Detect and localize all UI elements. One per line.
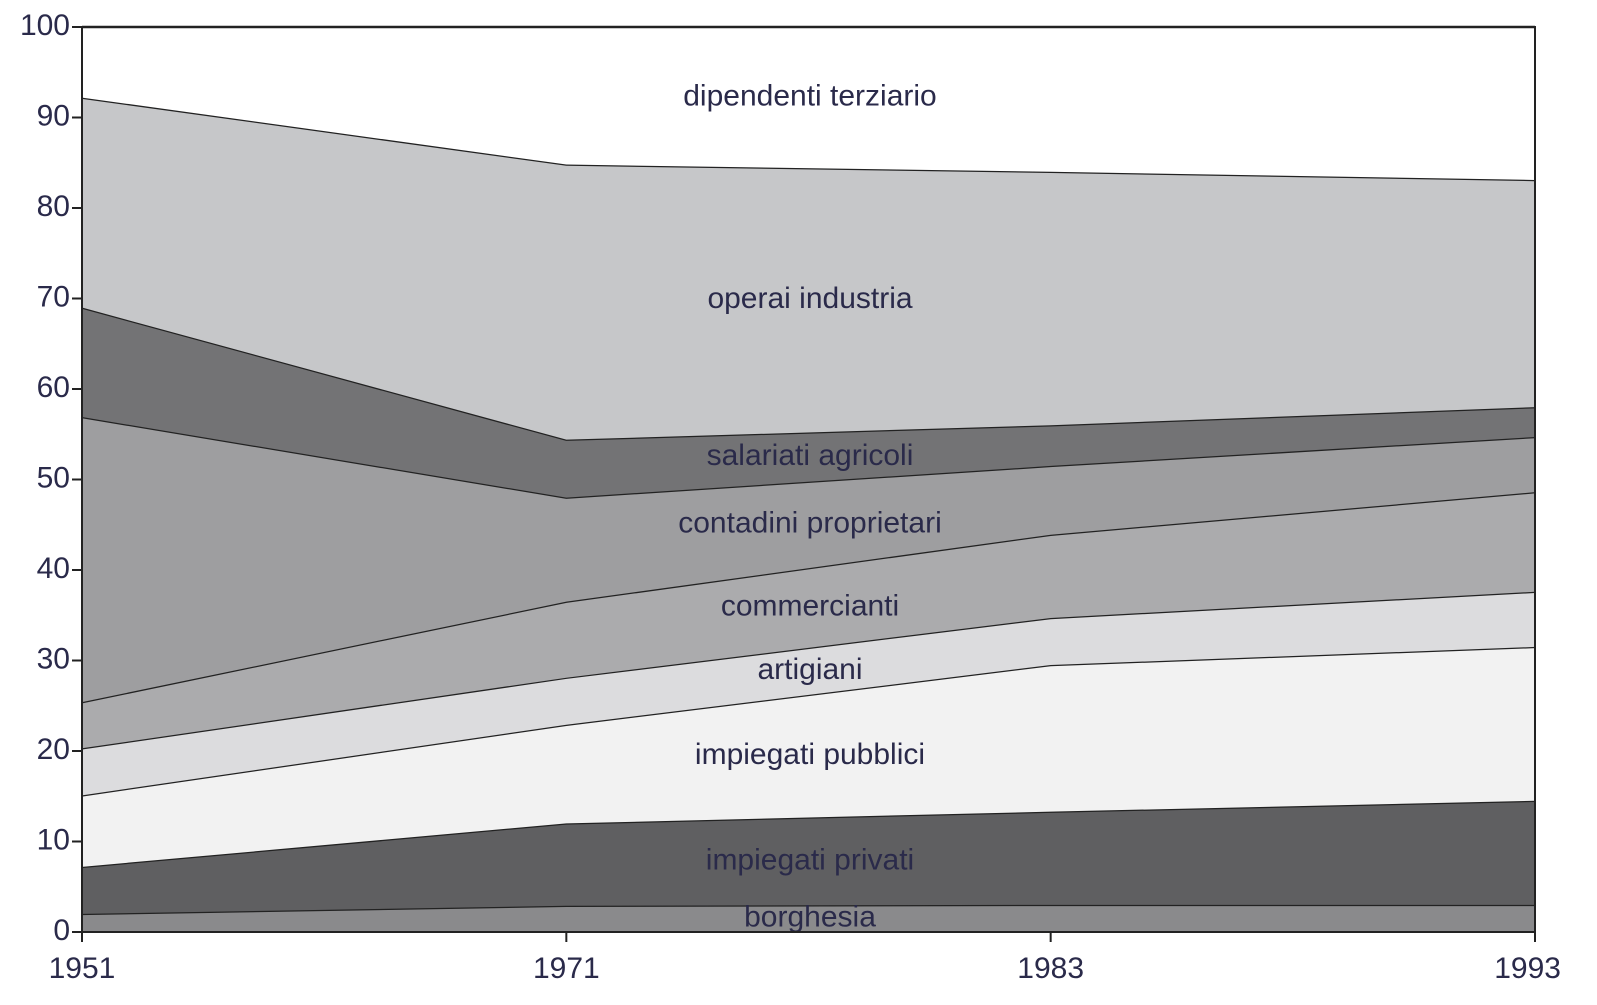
area-label: impiegati privati [706,843,914,876]
area-label: commercianti [721,590,899,623]
y-tick-label: 50 [37,461,70,494]
x-tick-label: 1971 [533,952,600,985]
y-tick-label: 70 [37,280,70,313]
area-label: operai industria [707,282,912,315]
area-label: borghesia [744,901,876,934]
y-tick-label: 80 [37,190,70,223]
area-label: artigiani [757,653,862,686]
y-tick-label: 10 [37,823,70,856]
y-tick-label: 100 [20,9,70,42]
y-tick-label: 90 [37,99,70,132]
area-label: dipendenti terziario [683,80,937,113]
area-label: salariati agricoli [707,439,914,472]
area-label: contadini proprietari [678,507,941,540]
x-tick-label: 1993 [1494,952,1561,985]
area-edge [81,306,1536,441]
area [82,492,1535,749]
area [82,904,1535,932]
area [82,27,1535,180]
y-tick-label: 30 [37,642,70,675]
area [82,97,1535,440]
area [82,646,1535,867]
area-edge [81,415,1536,499]
area [82,800,1535,914]
y-tick-label: 20 [37,733,70,766]
y-tick-label: 40 [37,552,70,585]
y-tick-label: 60 [37,371,70,404]
area-label: impiegati pubblici [695,738,925,771]
y-tick-label: 0 [53,914,70,947]
area [82,417,1535,703]
area [82,591,1535,796]
x-tick-label: 1951 [49,952,116,985]
x-tick-label: 1983 [1017,952,1084,985]
area [82,307,1535,498]
